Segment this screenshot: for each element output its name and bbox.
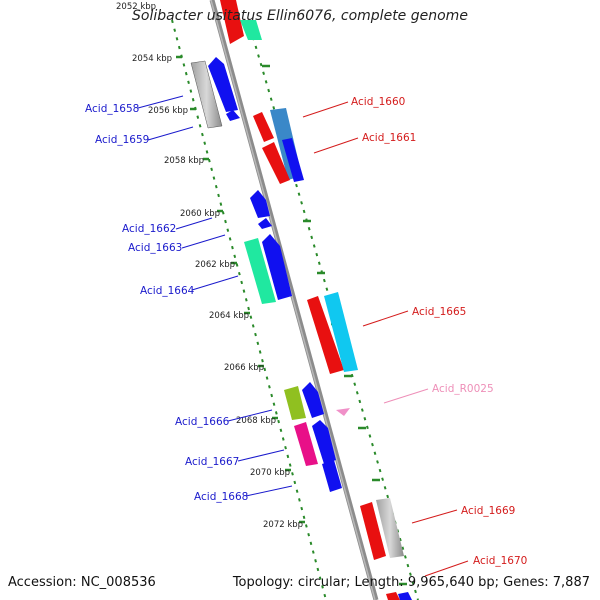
gene-acid-1666 <box>284 386 306 420</box>
gene-acid-1665b <box>324 292 358 372</box>
label-acid-1668[interactable]: Acid_1668 <box>194 491 248 503</box>
rna-leader-line <box>383 388 429 404</box>
tick-label: 2068 kbp <box>236 416 276 426</box>
genome-backbone <box>209 0 379 600</box>
gene-acid-1661b <box>282 138 304 182</box>
gene-acid-1662 <box>250 190 270 218</box>
tick-label: 2058 kbp <box>164 156 204 166</box>
topology-value: circular <box>297 575 346 590</box>
accession-label: Accession: <box>8 575 77 590</box>
label-acid-1658[interactable]: Acid_1658 <box>85 103 139 115</box>
tick-label: 2064 kbp <box>209 311 249 321</box>
tick-label: 2070 kbp <box>250 468 290 478</box>
gene-acid-1658 <box>190 60 223 129</box>
gene-top-red <box>220 0 244 44</box>
gene-acid-1667b <box>312 420 336 464</box>
length-value: 9,965,640 bp <box>407 575 495 590</box>
tick-label: 2072 kbp <box>263 520 303 530</box>
tick-label: 2062 kbp <box>195 260 235 270</box>
left-leader-lines <box>137 95 293 497</box>
label-acid-1662[interactable]: Acid_1662 <box>122 223 176 235</box>
label-acid-1666[interactable]: Acid_1666 <box>175 416 230 428</box>
gene-acid-1663 <box>244 238 276 304</box>
ruler-inner-line <box>171 19 327 600</box>
length-label: Length: <box>354 575 404 590</box>
gene-acid-1667 <box>294 422 318 466</box>
genome-backbone-highlight <box>210 0 376 600</box>
tick-label: 2054 kbp <box>132 54 172 64</box>
genes-label: Genes: <box>503 575 549 590</box>
gene-acid-1659 <box>208 57 238 112</box>
gene-acid-1664 <box>262 234 292 300</box>
gene-bottom-red <box>386 592 400 600</box>
gene-acid-1665 <box>307 296 344 374</box>
gene-features <box>190 0 412 600</box>
label-acid-r0025[interactable]: Acid_R0025 <box>432 383 494 395</box>
label-acid-1667[interactable]: Acid_1667 <box>185 456 239 468</box>
label-acid-1659[interactable]: Acid_1659 <box>95 134 149 146</box>
gene-bottom-blue <box>398 592 412 600</box>
gene-acid-1662b <box>258 218 272 229</box>
label-acid-1670[interactable]: Acid_1670 <box>473 555 527 567</box>
right-leader-lines <box>302 101 469 577</box>
gene-acid-1661 <box>262 142 290 184</box>
genes-value: 7,887 <box>552 575 590 590</box>
gene-acid-1669b <box>376 498 404 558</box>
label-acid-1660[interactable]: Acid_1660 <box>351 96 405 108</box>
gene-acid-1666b <box>302 382 324 418</box>
tick-label: 2066 kbp <box>224 363 264 373</box>
tick-label: 2060 kbp <box>180 209 220 219</box>
ruler-major-ticks <box>176 55 305 524</box>
gene-acid-1669 <box>360 502 386 560</box>
gene-top-teal <box>240 20 262 40</box>
topology-label: Topology: <box>232 575 294 590</box>
gene-acid-r0025 <box>336 408 350 416</box>
label-acid-1663[interactable]: Acid_1663 <box>128 242 182 254</box>
gene-acid-1668 <box>322 460 342 492</box>
accession-info: Accession: NC_008536 <box>8 575 156 590</box>
label-acid-1664[interactable]: Acid_1664 <box>140 285 195 297</box>
tick-label: 2052 kbp <box>116 2 156 12</box>
label-acid-1661[interactable]: Acid_1661 <box>362 132 416 144</box>
genome-summary: Topology: circular; Length: 9,965,640 bp… <box>232 575 590 590</box>
label-acid-1665[interactable]: Acid_1665 <box>412 306 466 318</box>
accession-value: NC_008536 <box>80 575 156 590</box>
label-acid-1669[interactable]: Acid_1669 <box>461 505 515 517</box>
tick-label: 2056 kbp <box>148 106 188 116</box>
gene-acid-1659b <box>226 110 240 121</box>
gene-acid-1660 <box>253 112 274 142</box>
map-title: Solibacter usitatus Ellin6076, complete … <box>132 8 468 24</box>
